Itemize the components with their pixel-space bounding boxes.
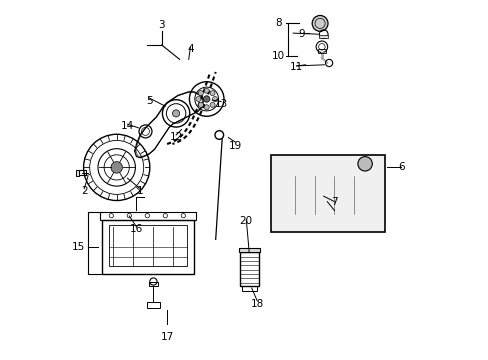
Bar — [76, 170, 79, 176]
Circle shape — [198, 102, 203, 107]
Text: 1: 1 — [137, 186, 143, 196]
Text: 11: 11 — [289, 62, 303, 72]
Circle shape — [198, 91, 203, 96]
Bar — [241, 286, 256, 291]
Text: 8: 8 — [275, 18, 282, 28]
Text: 6: 6 — [397, 162, 404, 172]
Bar — [109, 225, 186, 266]
Bar — [317, 49, 325, 53]
Text: 7: 7 — [330, 197, 337, 207]
Bar — [79, 170, 86, 175]
Bar — [239, 252, 258, 286]
Text: 20: 20 — [239, 216, 252, 226]
Circle shape — [204, 105, 209, 110]
Text: 15: 15 — [72, 242, 85, 252]
Circle shape — [212, 96, 217, 102]
Text: 14: 14 — [121, 121, 134, 131]
Bar — [102, 220, 194, 274]
Bar — [271, 155, 384, 232]
Bar — [238, 248, 259, 252]
Circle shape — [172, 110, 179, 117]
Text: 9: 9 — [298, 29, 305, 39]
Text: 18: 18 — [250, 299, 263, 309]
Text: 17: 17 — [160, 332, 173, 342]
Text: 4: 4 — [187, 44, 193, 54]
Circle shape — [210, 91, 215, 96]
FancyBboxPatch shape — [273, 161, 380, 230]
Circle shape — [210, 102, 215, 107]
Circle shape — [357, 157, 371, 171]
Text: 2: 2 — [81, 186, 87, 196]
Text: 10: 10 — [272, 51, 285, 61]
Circle shape — [111, 162, 122, 173]
Bar — [318, 35, 328, 38]
Text: 16: 16 — [130, 224, 143, 234]
Text: 3: 3 — [158, 20, 164, 30]
Text: 13: 13 — [214, 99, 227, 109]
Bar — [149, 282, 158, 286]
Bar — [101, 212, 196, 220]
Text: 19: 19 — [228, 141, 242, 151]
Circle shape — [196, 96, 201, 102]
Circle shape — [311, 15, 327, 31]
Text: 5: 5 — [145, 96, 152, 106]
Circle shape — [204, 88, 209, 93]
Text: 12: 12 — [169, 132, 183, 142]
Circle shape — [203, 96, 209, 102]
Bar — [147, 302, 159, 308]
